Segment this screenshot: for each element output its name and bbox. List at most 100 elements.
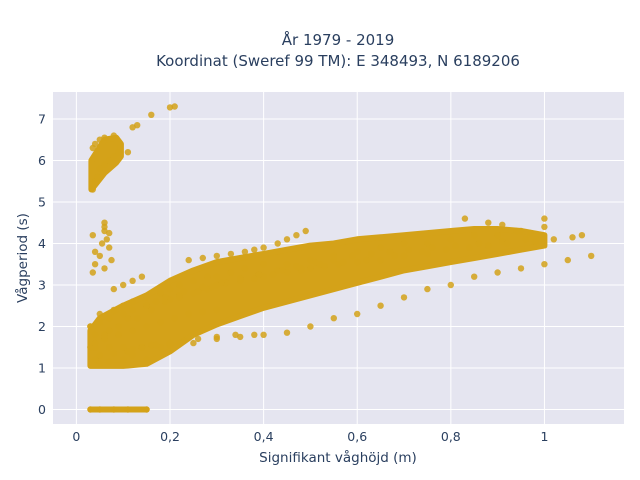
data-point — [194, 288, 202, 295]
data-point — [96, 252, 104, 260]
y-tick-label: 6 — [38, 153, 46, 168]
data-point — [162, 294, 169, 301]
data-point — [185, 310, 192, 318]
data-point — [143, 294, 150, 301]
x-tick-label: 0,2 — [160, 429, 180, 444]
data-point — [166, 339, 174, 347]
y-tick-label: 5 — [38, 194, 46, 209]
data-point — [176, 281, 183, 289]
data-point — [129, 277, 136, 284]
data-point — [91, 339, 99, 347]
data-point — [424, 285, 431, 293]
data-point — [87, 406, 94, 413]
data-point — [330, 315, 337, 322]
data-point — [129, 124, 136, 131]
data-point — [588, 252, 595, 260]
data-point — [391, 252, 398, 260]
x-tick-label: 0,8 — [441, 429, 461, 444]
data-point — [283, 261, 291, 268]
data-point — [424, 240, 431, 247]
data-point — [96, 319, 104, 326]
data-point — [405, 246, 412, 253]
data-point — [103, 236, 111, 243]
data-point — [96, 165, 104, 172]
data-point — [368, 250, 375, 258]
data-point — [513, 227, 520, 235]
data-point — [503, 240, 511, 247]
data-point — [143, 406, 150, 413]
data-point — [199, 308, 206, 316]
data-point — [564, 256, 571, 264]
data-point — [400, 240, 408, 247]
data-point — [541, 215, 548, 222]
data-point — [471, 232, 478, 239]
data-point — [101, 134, 108, 141]
data-point — [466, 244, 473, 251]
data-point — [461, 215, 469, 222]
data-point — [531, 238, 539, 245]
data-point — [255, 271, 263, 278]
data-point — [475, 240, 483, 247]
data-point — [302, 227, 309, 235]
data-point — [208, 283, 216, 291]
data-point — [94, 173, 101, 181]
data-point — [129, 306, 136, 314]
data-point — [143, 302, 150, 309]
data-point — [213, 333, 220, 341]
data-point — [316, 261, 323, 268]
data-point — [269, 271, 277, 278]
data-point — [199, 283, 206, 291]
data-point — [106, 315, 113, 322]
data-point — [522, 236, 529, 243]
data-point — [166, 285, 174, 293]
data-point — [354, 248, 361, 255]
x-tick-label: 0,4 — [254, 429, 274, 444]
data-point — [499, 221, 506, 228]
data-point — [293, 232, 300, 239]
data-point — [180, 337, 188, 345]
data-point — [120, 344, 127, 351]
data-point — [96, 360, 104, 367]
data-point — [91, 356, 99, 363]
data-point — [110, 285, 118, 293]
data-point — [89, 232, 97, 239]
data-point — [124, 315, 132, 322]
data-point — [91, 261, 99, 268]
data-point — [115, 323, 122, 330]
data-point — [199, 254, 206, 262]
data-point — [377, 244, 384, 251]
data-point — [106, 244, 113, 251]
data-point — [194, 335, 202, 343]
data-point — [87, 344, 94, 351]
data-point — [96, 352, 104, 359]
data-point — [96, 310, 104, 318]
data-point — [274, 267, 281, 274]
data-point — [101, 331, 108, 338]
data-point — [110, 350, 118, 357]
data-point — [166, 104, 174, 111]
data-point — [527, 229, 534, 237]
data-point — [400, 252, 408, 260]
data-point — [340, 258, 347, 266]
dense-point-cloud — [87, 226, 548, 369]
data-point — [569, 234, 576, 241]
x-axis-title: Signifikant våghöjd (m) — [259, 449, 417, 466]
data-point — [241, 265, 249, 272]
data-point — [550, 236, 557, 243]
data-point — [143, 356, 150, 363]
data-point — [494, 269, 501, 276]
data-point — [447, 281, 454, 289]
data-point — [541, 223, 548, 231]
data-point — [96, 406, 104, 413]
data-point — [89, 186, 97, 193]
x-tick-label: 0,6 — [347, 429, 367, 444]
data-point — [148, 341, 155, 349]
x-tick-label: 0 — [72, 429, 80, 444]
data-point — [120, 302, 127, 309]
data-point — [517, 265, 525, 272]
data-point — [297, 265, 305, 272]
data-point — [115, 149, 122, 156]
data-point — [218, 279, 225, 287]
chart-title: År 1979 - 2019 — [282, 30, 395, 49]
